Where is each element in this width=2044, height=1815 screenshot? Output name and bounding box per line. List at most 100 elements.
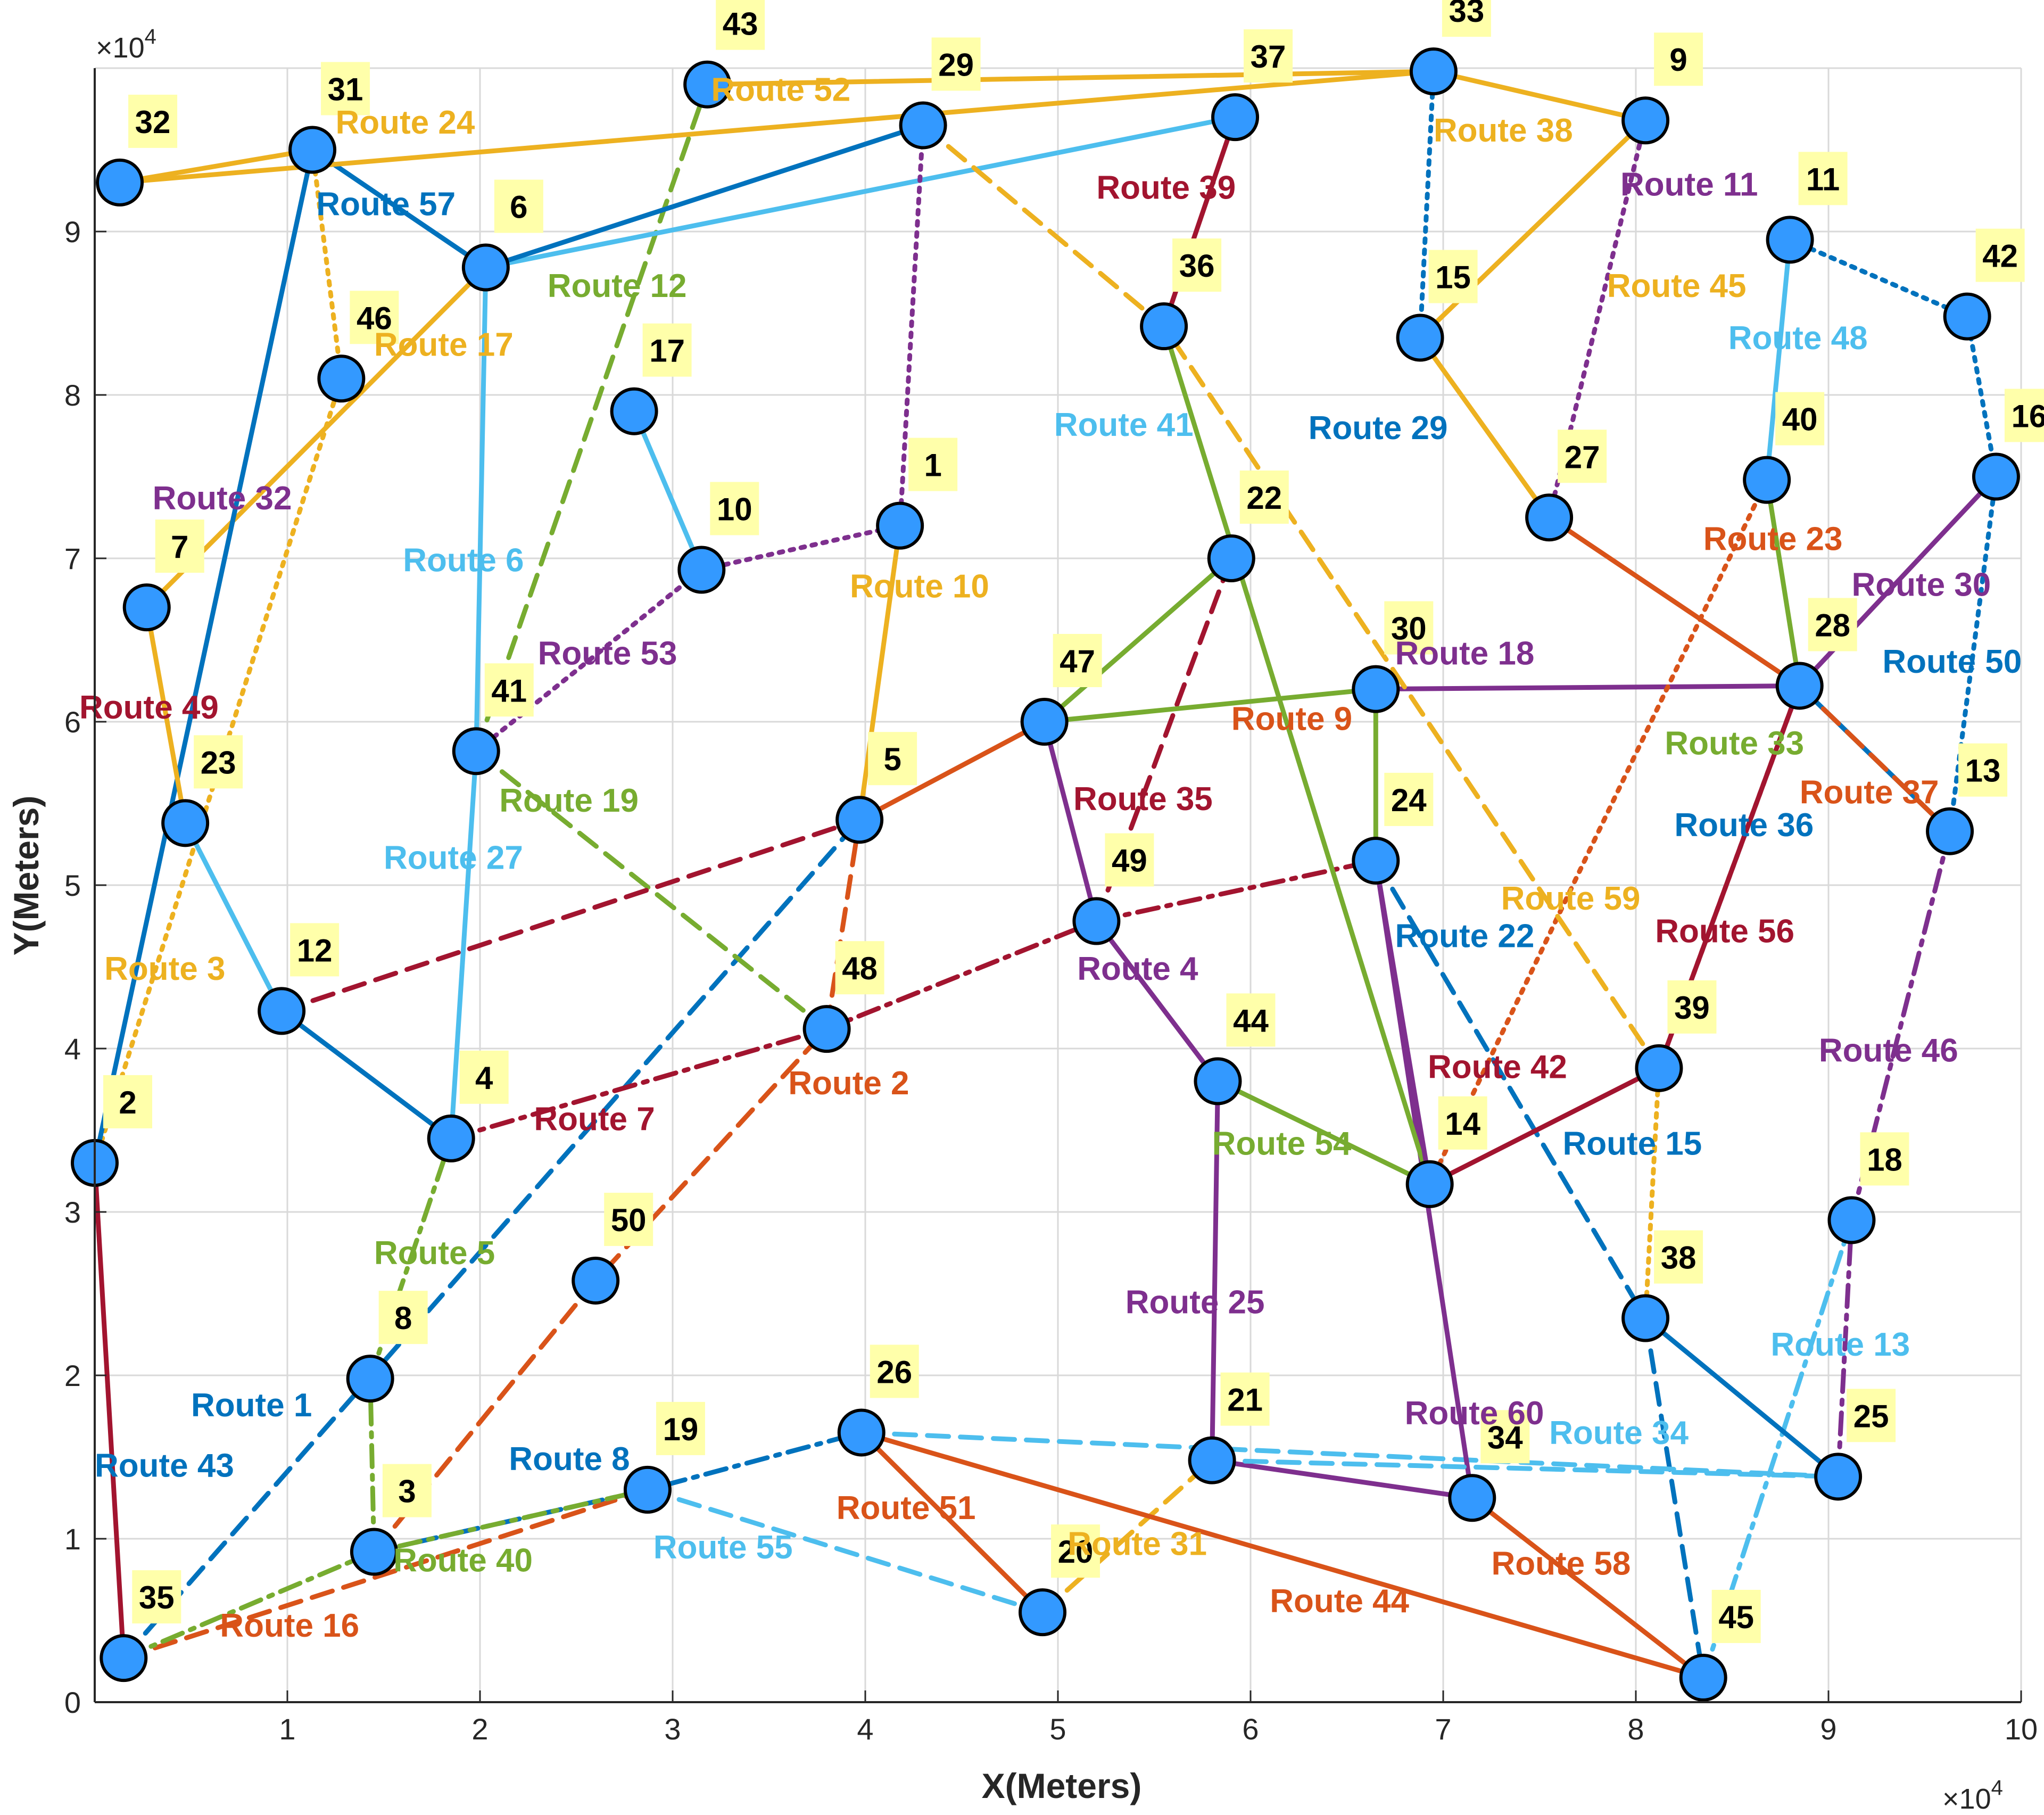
route-label: Route 51	[837, 1490, 976, 1527]
node-label-box	[868, 732, 917, 786]
node-marker	[461, 243, 510, 292]
route-line-route-b	[144, 605, 188, 826]
node-marker	[876, 501, 924, 550]
route-label: Route 56	[1655, 913, 1794, 950]
node-label: 12	[297, 933, 333, 968]
route-label: Route 19	[499, 782, 639, 819]
route-line-route-2	[371, 817, 862, 1555]
node-label: 50	[611, 1202, 647, 1238]
node-label: 26	[876, 1354, 912, 1390]
y-exponent-power: 4	[145, 25, 156, 48]
route-label: Route 35	[1073, 781, 1213, 818]
node-marker	[1814, 1453, 1863, 1501]
route-line-route-15	[1643, 1316, 1706, 1680]
route-label: Route 1	[191, 1387, 312, 1424]
route-label: Route 27	[384, 839, 523, 876]
route-line-route-n	[1373, 858, 1433, 1187]
x-axis-label: X(Meters)	[982, 1766, 1142, 1805]
node-marker	[350, 1528, 398, 1576]
node-label-box	[1847, 1389, 1896, 1442]
node-marker	[427, 1114, 475, 1162]
route-line-route-33	[1764, 477, 1802, 688]
node-marker	[1396, 314, 1444, 362]
node-label-box	[1384, 772, 1434, 826]
node-label-box	[1975, 228, 2025, 282]
route-label: Route 13	[1770, 1326, 1910, 1363]
node-label: 5	[883, 741, 901, 777]
node-marker	[1194, 1057, 1242, 1106]
grid	[94, 67, 2022, 1703]
x-tick-label: 6	[1242, 1712, 1259, 1746]
node-label-box	[1558, 430, 1607, 483]
route-label: Route 54	[1212, 1126, 1352, 1162]
x-tick-label: 7	[1435, 1712, 1451, 1746]
route-line-route-55	[645, 1487, 1045, 1615]
route-label: Route 37	[1800, 774, 1939, 811]
route-line-route-d	[632, 409, 704, 572]
y-tick-label: 8	[64, 378, 81, 412]
route-label: Route 58	[1492, 1546, 1631, 1582]
node-marker	[1621, 1294, 1670, 1342]
route-line-route-8	[371, 1430, 864, 1555]
node-label: 46	[357, 300, 392, 336]
node-marker	[683, 60, 732, 109]
route-line-route-44	[859, 1430, 1706, 1680]
y-tick-label: 0	[64, 1686, 81, 1719]
route-label: Route 53	[538, 636, 677, 672]
route-line-route-23	[1427, 477, 1769, 1187]
route-line-route-c	[279, 817, 862, 1013]
route-line-route-13	[1701, 1217, 1854, 1680]
node-label: 19	[663, 1412, 699, 1447]
node-marker	[1827, 1196, 1876, 1244]
node-marker	[1188, 1436, 1236, 1484]
route-line-route-34	[859, 1430, 1841, 1479]
route-line-route-58	[1469, 1495, 1706, 1680]
node-label: 30	[1391, 611, 1427, 647]
node-label-box	[1442, 0, 1491, 37]
route-label: Route 33	[1665, 725, 1804, 762]
route-label: Route 11	[1620, 166, 1758, 203]
node-marker	[258, 987, 306, 1035]
routes-layer	[92, 69, 1999, 1680]
node-marker	[96, 158, 144, 207]
route-label: Route 30	[1851, 567, 1991, 604]
route-line-route-6	[474, 265, 489, 754]
node-label-box	[642, 323, 692, 377]
node-marker	[1635, 1044, 1683, 1092]
route-line-route-24	[117, 147, 315, 185]
node-label-box	[1053, 634, 1102, 687]
node-label-box	[1226, 993, 1276, 1047]
node-label-box	[1958, 743, 2008, 797]
node-label: 44	[1233, 1003, 1269, 1038]
route-label: Route 32	[153, 480, 292, 517]
x-tick-label: 4	[857, 1712, 873, 1746]
route-label: Route 40	[393, 1542, 533, 1579]
route-line-route-9	[857, 719, 1047, 822]
route-label: Route 46	[1819, 1033, 1958, 1069]
node-marker	[1207, 534, 1255, 582]
node-label: 45	[1718, 1599, 1754, 1635]
route-line-route-27	[449, 748, 479, 1141]
x-tick-label: 8	[1627, 1712, 1644, 1746]
node-marker	[452, 727, 500, 776]
node-label: 37	[1251, 39, 1286, 75]
node-marker	[837, 1408, 886, 1457]
node-marker	[1072, 897, 1121, 945]
node-label-box	[835, 941, 884, 995]
node-label: 40	[1782, 402, 1818, 438]
node-marker	[1352, 836, 1400, 885]
node-marker	[1140, 302, 1188, 351]
route-line-route-43	[92, 122, 926, 1166]
node-label-box	[931, 37, 981, 91]
node-marker	[1943, 292, 1991, 341]
node-label-box	[870, 1344, 919, 1398]
node-label-box	[1711, 1589, 1761, 1643]
route-line-route-m	[92, 1160, 126, 1661]
node-label: 31	[328, 72, 363, 108]
node-label: 18	[1867, 1142, 1902, 1177]
route-line-route-29	[1418, 69, 1436, 341]
route-line-route-e	[279, 1008, 454, 1141]
node-label-box	[1438, 1096, 1487, 1150]
node-marker	[100, 1634, 148, 1682]
